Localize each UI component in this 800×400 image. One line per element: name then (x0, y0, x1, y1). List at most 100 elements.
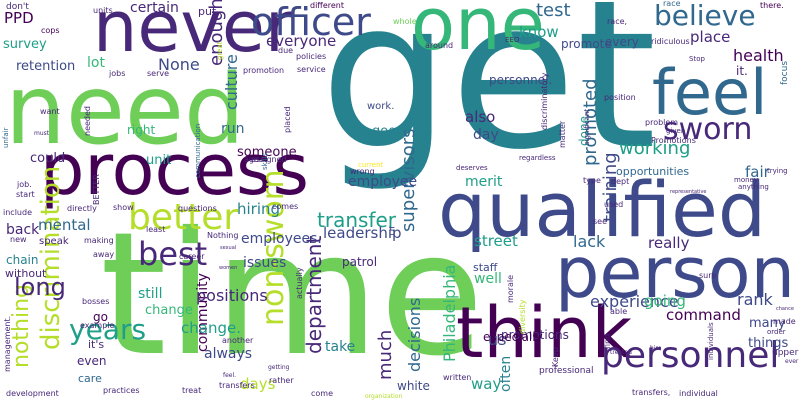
cloud-word-experience: change (145, 303, 193, 318)
cloud-word-least: least (146, 225, 166, 234)
cloud-word-speak: speak (39, 236, 69, 247)
cloud-word-rather: rather (269, 376, 294, 385)
cloud-word-order: order (767, 328, 786, 336)
cloud-word-test: health (733, 46, 784, 65)
cloud-word-believe: believe (654, 0, 756, 32)
cloud-word-wrong: wrong (350, 167, 375, 176)
cloud-word-ppd: back (6, 222, 40, 238)
cloud-word-race-comma: race, (607, 17, 628, 26)
cloud-word-deserves: deserves (456, 164, 488, 172)
cloud-word-everyone: street (474, 232, 518, 250)
cloud-word-its: it's (88, 338, 105, 351)
cloud-word-include: include (3, 208, 32, 217)
cloud-word-treated: treated (610, 349, 632, 356)
cloud-word-whole: whole (393, 17, 417, 26)
cloud-word-feel: feel (652, 56, 768, 129)
cloud-word-qualified: qualified (438, 165, 767, 254)
cloud-word-well: positions (196, 286, 268, 305)
cloud-word-problem: problem (645, 118, 679, 127)
cloud-word-think: think (456, 292, 633, 374)
cloud-word-done: discrimination (36, 165, 66, 350)
cloud-word-written: written (443, 373, 472, 382)
cloud-word-promotions-cap: Promotions (651, 136, 696, 145)
cloud-word-issues: us (488, 330, 507, 349)
cloud-word-good: PPD (4, 9, 34, 27)
cloud-word-employees-dot: staff (473, 261, 498, 274)
cloud-word-due: due (278, 46, 294, 55)
cloud-word-street: merit (465, 174, 503, 190)
cloud-word-never: never (93, 0, 294, 68)
cloud-word-chance: chance (776, 306, 794, 312)
cloud-word-change: good (372, 124, 405, 139)
cloud-word-also: command (666, 306, 741, 324)
cloud-word-dont: don't (6, 2, 29, 12)
cloud-word-service: service (297, 65, 326, 74)
cloud-word-right: things (748, 336, 789, 351)
cloud-word-much: long (14, 273, 66, 301)
cloud-word-days: fair (745, 163, 770, 181)
cloud-word-fair: hiring (237, 200, 281, 218)
cloud-word-personnel-dot: it. (736, 64, 748, 78)
cloud-word-development: development (6, 389, 59, 398)
cloud-word-come: come (311, 389, 334, 398)
cloud-word-unfair: unfair (2, 127, 10, 148)
cloud-word-treat: treat (182, 386, 202, 395)
cloud-word-positions: way (471, 375, 502, 393)
cloud-word-care: care (78, 372, 102, 385)
cloud-word-race: race (663, 0, 681, 8)
cloud-word-ridiculous: ridiculous (651, 37, 690, 46)
cloud-word-stop: Stop (689, 55, 705, 63)
cloud-word-professional: professional (539, 366, 594, 376)
cloud-word-units: units (93, 6, 113, 15)
cloud-word-needed: needed (83, 106, 92, 136)
cloud-word-find: find (603, 333, 612, 349)
cloud-word-type: type (583, 176, 601, 185)
cloud-word-see: see (593, 217, 608, 226)
cloud-word-hire: hire (650, 345, 662, 352)
cloud-word-discrimination: everyone (266, 32, 337, 50)
cloud-word-able: able (610, 307, 628, 316)
cloud-word-made: made (773, 317, 796, 326)
cloud-word-keep: Keep (551, 347, 560, 367)
cloud-word-need: need (5, 54, 245, 166)
cloud-word-decisions: certain (130, 0, 179, 16)
cloud-word-making: making (84, 236, 114, 245)
cloud-word-leadership: decisions (405, 297, 424, 372)
cloud-word-anything: anything (738, 183, 769, 191)
cloud-word-certain: really (648, 234, 690, 252)
cloud-word-bosses: bosses (82, 297, 110, 306)
cloud-word-transfers-comma: transfers, (632, 388, 671, 397)
cloud-word-great: great (216, 41, 224, 60)
cloud-word-sexual: sexual (220, 245, 237, 251)
cloud-word-regardless: regardless (519, 154, 556, 162)
cloud-word-comes: comes (272, 202, 299, 211)
cloud-word-mental: unit (146, 153, 172, 168)
cloud-word-merit: take (325, 339, 356, 355)
cloud-word-current: current (358, 161, 384, 169)
cloud-word-practices: practices (103, 386, 140, 395)
cloud-word-career: career (179, 252, 205, 261)
cloud-word-without: without (5, 267, 47, 280)
cloud-word-none: mental (38, 216, 91, 234)
cloud-word-assigned: assigned (251, 155, 287, 164)
cloud-word-must: must (34, 130, 50, 137)
cloud-word-significant: significant (583, 108, 591, 145)
cloud-word-another: another (222, 336, 254, 345)
cloud-word-culture: place (690, 28, 731, 46)
cloud-word-white: survey (3, 37, 47, 52)
cloud-word-hiring: Philadelphia (440, 264, 459, 362)
cloud-word-organization: organization (365, 393, 403, 400)
cloud-word-best: best (138, 235, 208, 273)
cloud-word-patrol: promotions (501, 328, 569, 342)
cloud-word-every: every (605, 35, 639, 49)
cloud-word-get: get (320, 0, 657, 195)
cloud-word-jobs: jobs (109, 69, 126, 78)
cloud-word-philadelphia: days (240, 375, 276, 393)
cloud-word-diversity: diversity (518, 299, 527, 334)
cloud-word-long: rank (737, 290, 773, 309)
cloud-word-morale: morale (506, 274, 515, 303)
cloud-word-person: person (555, 232, 795, 314)
cloud-word-given: given (666, 127, 686, 135)
cloud-word-trying: trying (767, 167, 788, 175)
